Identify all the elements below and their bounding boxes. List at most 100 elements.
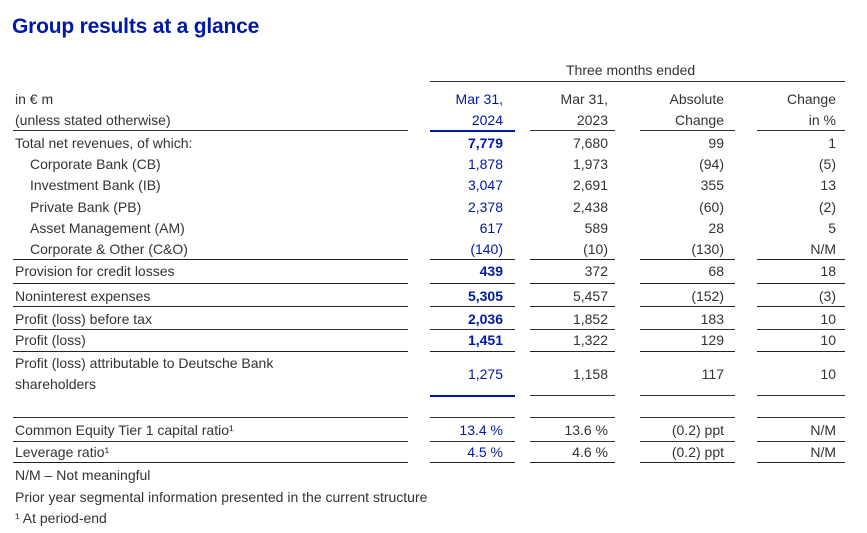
- row-divider: [757, 395, 845, 396]
- table-bottom-rule: [757, 462, 845, 463]
- value-percent: 5: [828, 220, 836, 236]
- row-label: Investment Bank (IB): [30, 177, 161, 193]
- row-divider: [530, 306, 615, 307]
- value-absolute: (130): [691, 241, 724, 257]
- value-2023: 1,973: [572, 156, 608, 172]
- row-divider: [430, 259, 515, 260]
- row-divider: [430, 441, 515, 442]
- header-rule: [757, 130, 845, 131]
- value-percent: 18: [820, 263, 836, 279]
- row-label: Common Equity Tier 1 capital ratio¹: [15, 422, 234, 438]
- row-divider: [13, 351, 408, 352]
- value-absolute: 355: [700, 177, 724, 193]
- value-percent: 10: [820, 332, 836, 348]
- page-title: Group results at a glance: [12, 15, 260, 38]
- row-divider: [13, 283, 408, 284]
- row-divider: [13, 306, 408, 307]
- row-divider: [757, 329, 845, 330]
- row-divider: [640, 441, 735, 442]
- value-2023: 589: [584, 220, 608, 236]
- value-2023: 13.6 %: [564, 422, 608, 438]
- header-divider: [430, 81, 845, 82]
- unit-sublabel: (unless stated otherwise): [15, 112, 171, 128]
- value-percent: 10: [820, 366, 836, 382]
- row-label: Private Bank (PB): [30, 199, 142, 215]
- header-rule: [640, 130, 735, 131]
- row-divider: [430, 351, 515, 352]
- value-percent: N/M: [810, 444, 836, 460]
- value-2024: 1,451: [467, 332, 503, 348]
- row-label: Leverage ratio¹: [15, 444, 110, 460]
- value-2023: 372: [584, 263, 608, 279]
- row-divider: [757, 351, 845, 352]
- section-divider: [530, 417, 615, 418]
- row-divider: [640, 351, 735, 352]
- section-divider: [430, 417, 515, 418]
- value-percent: 1: [828, 135, 836, 151]
- section-divider: [640, 417, 735, 418]
- row-label: Profit (loss) before tax: [15, 311, 152, 327]
- row-label: Provision for credit losses: [15, 263, 175, 279]
- footnote-segmental: Prior year segmental information present…: [15, 489, 428, 505]
- row-divider: [530, 283, 615, 284]
- value-2024: 617: [479, 220, 503, 236]
- header-rule: [13, 130, 408, 131]
- col-absolute-line1: Absolute: [669, 91, 724, 107]
- row-divider: [640, 395, 735, 396]
- row-divider: [530, 395, 615, 396]
- unit-label: in € m: [15, 91, 54, 107]
- value-2024: (140): [470, 241, 503, 257]
- value-percent: 10: [820, 311, 836, 327]
- row-divider: [640, 259, 735, 260]
- value-2023: 5,457: [572, 288, 608, 304]
- footnote-nm: N/M – Not meaningful: [15, 467, 151, 483]
- col-2023-line1: Mar 31,: [560, 91, 608, 107]
- value-absolute: (60): [699, 199, 724, 215]
- row-label-line2: shareholders: [15, 376, 96, 392]
- header-rule-current: [430, 130, 515, 132]
- value-percent: N/M: [810, 241, 836, 257]
- row-divider: [430, 329, 515, 330]
- row-divider: [640, 283, 735, 284]
- value-2024: 5,305: [467, 288, 503, 304]
- value-absolute: 117: [701, 366, 724, 382]
- table-bottom-rule: [430, 462, 515, 463]
- section-divider: [757, 417, 845, 418]
- value-absolute: 99: [708, 135, 724, 151]
- value-absolute: (0.2) ppt: [671, 444, 724, 460]
- col-percent-line2: in %: [808, 112, 836, 128]
- value-2023: 1,852: [572, 311, 608, 327]
- col-absolute-line2: Change: [674, 112, 724, 128]
- value-2023: 7,680: [572, 135, 608, 151]
- value-2023: 1,158: [572, 366, 608, 382]
- value-2023: (10): [583, 241, 608, 257]
- value-absolute: 129: [700, 332, 724, 348]
- row-label-line1: Profit (loss) attributable to Deutsche B…: [15, 355, 274, 371]
- table-bottom-rule: [530, 462, 615, 463]
- row-divider: [757, 306, 845, 307]
- row-divider: [430, 306, 515, 307]
- section-divider: [13, 417, 408, 418]
- value-2024: 439: [479, 263, 503, 279]
- row-divider: [757, 441, 845, 442]
- value-2024: 1,878: [467, 156, 503, 172]
- row-divider: [640, 306, 735, 307]
- col-2024-line2: 2024: [471, 112, 503, 128]
- value-2024: 13.4 %: [459, 422, 503, 438]
- col-2024-line1: Mar 31,: [455, 91, 503, 107]
- row-divider: [640, 329, 735, 330]
- table-bottom-rule: [640, 462, 735, 463]
- value-2023: 4.6 %: [572, 444, 608, 460]
- value-2024: 2,036: [467, 311, 503, 327]
- value-2024: 2,378: [467, 199, 503, 215]
- column-rule-current: [430, 395, 515, 397]
- row-divider: [13, 329, 408, 330]
- row-divider: [530, 351, 615, 352]
- value-absolute: 28: [708, 220, 724, 236]
- value-2024: 1,275: [467, 366, 503, 382]
- row-label: Total net revenues, of which:: [15, 135, 193, 151]
- row-divider: [13, 441, 408, 442]
- row-label: Profit (loss): [15, 332, 86, 348]
- value-2024: 7,779: [467, 135, 503, 151]
- row-label: Noninterest expenses: [15, 288, 151, 304]
